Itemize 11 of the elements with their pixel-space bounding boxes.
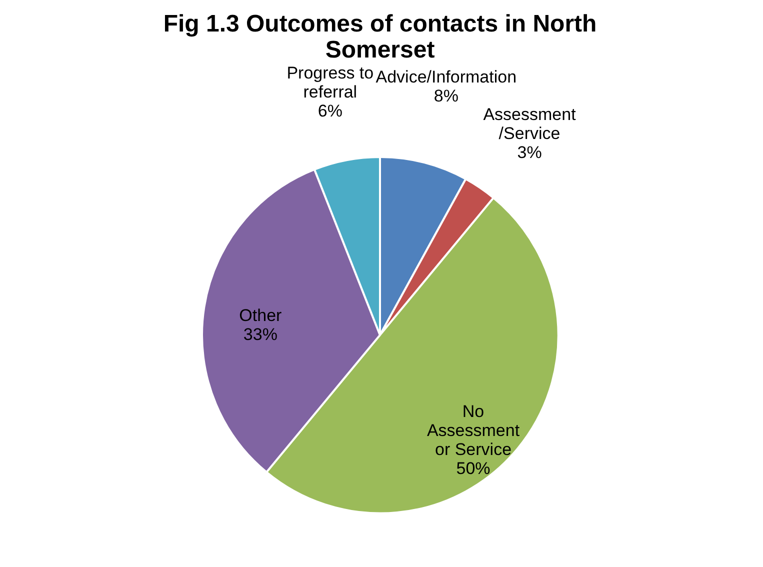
data-label: 50% [456,459,490,478]
slice-label: Assessment /Service [483,104,576,143]
data-label: 6% [318,102,342,121]
slice-label: No Assessment or Service [426,402,520,460]
data-label: 33% [243,325,278,344]
slice-label: Other [239,306,282,326]
slice-label: Progress to referral [286,64,374,102]
chart-title: Fig 1.3 Outcomes of contacts in North Somerset [163,10,597,64]
data-label: 8% [434,86,458,106]
slice-label: Advice/Information [376,67,517,86]
data-label: 3% [517,142,542,162]
